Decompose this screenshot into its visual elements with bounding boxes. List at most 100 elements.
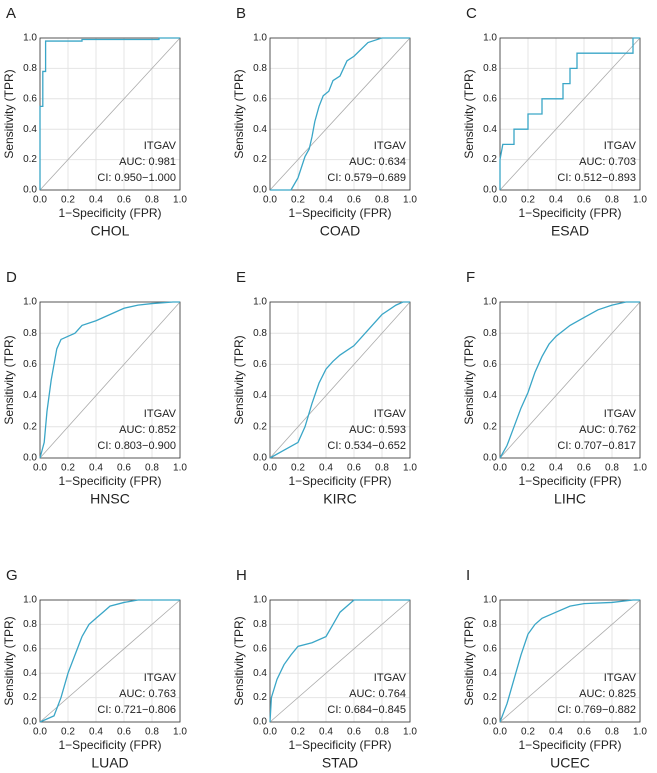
reference-diagonal: [39, 37, 181, 191]
x-tick-label: 0.2: [291, 463, 305, 474]
x-tick-label: 0.0: [493, 195, 507, 206]
roc-curve: [270, 37, 410, 191]
y-tick-label: 1.0: [23, 595, 37, 606]
panel-label: D: [6, 269, 17, 286]
y-tick-label: 0.0: [253, 717, 267, 728]
annotation: CI: 0.534−0.652: [327, 440, 406, 452]
y-tick-label: 0.0: [23, 185, 37, 196]
x-tick-label: 0.2: [291, 727, 305, 738]
y-tick-label: 0.2: [253, 692, 267, 703]
panel-label: F: [466, 269, 475, 286]
x-tick-label: 0.8: [605, 463, 619, 474]
y-tick-label: 0.8: [483, 63, 497, 74]
x-tick-label: 0.0: [263, 727, 277, 738]
y-tick-label: 0.2: [483, 692, 497, 703]
y-tick-label: 0.8: [253, 328, 267, 339]
y-tick-label: 0.0: [253, 453, 267, 464]
plot-frame: [39, 301, 181, 459]
roc-curve: [39, 599, 180, 723]
y-tick-label: 0.2: [23, 692, 37, 703]
reference-diagonal: [499, 37, 641, 191]
roc-curve: [39, 301, 180, 459]
x-tick-label: 0.4: [319, 195, 333, 206]
y-tick-label: 0.0: [23, 717, 37, 728]
x-tick-label: 1.0: [173, 727, 187, 738]
plot-frame: [39, 599, 181, 723]
x-tick-label: 0.0: [33, 727, 47, 738]
x-tick-label: 0.0: [263, 195, 277, 206]
y-tick-label: 0.6: [253, 359, 267, 370]
y-tick-label: 0.6: [23, 643, 37, 654]
panel-label: H: [236, 567, 247, 584]
x-tick-label: 0.8: [145, 463, 159, 474]
y-tick-label: 0.6: [483, 93, 497, 104]
y-tick-label: 0.4: [253, 390, 267, 401]
y-tick-label: 0.8: [253, 63, 267, 74]
y-tick-label: 0.6: [23, 93, 37, 104]
x-tick-label: 0.8: [375, 195, 389, 206]
y-tick-label: 0.2: [23, 154, 37, 165]
x-tick-label: 0.4: [549, 727, 563, 738]
x-tick-label: 0.8: [145, 195, 159, 206]
y-tick-label: 0.4: [23, 390, 37, 401]
x-tick-label: 0.2: [521, 727, 535, 738]
y-axis-label: Sensitivity (TPR): [462, 616, 476, 705]
annotation: AUC: 0.703: [579, 156, 636, 168]
annotation: CI: 0.684−0.845: [327, 704, 406, 716]
annotation: ITGAV: [374, 140, 407, 152]
annotation: CI: 0.721−0.806: [97, 704, 176, 716]
annotation: ITGAV: [604, 672, 637, 684]
x-tick-label: 0.0: [33, 195, 47, 206]
x-tick-label: 1.0: [633, 195, 647, 206]
annotation: ITGAV: [144, 672, 177, 684]
panel: I 0.0 0.2 0.4 0.6 0.8 1.0 0.0 0.2 0.4 0.6 0.8 1.0 ITG…: [462, 567, 647, 771]
x-axis-label: 1−Specificity (FPR): [518, 206, 621, 220]
plot-frame: [499, 37, 641, 191]
annotation: CI: 0.579−0.689: [327, 172, 406, 184]
x-axis-label: 1−Specificity (FPR): [288, 738, 391, 752]
x-tick-label: 0.0: [33, 463, 47, 474]
y-tick-label: 0.6: [23, 359, 37, 370]
y-tick-label: 0.4: [483, 668, 497, 679]
chart-title: LIHC: [554, 491, 586, 507]
x-tick-label: 0.4: [89, 195, 103, 206]
reference-diagonal: [269, 599, 411, 723]
chart-title: HNSC: [90, 491, 130, 507]
annotation: AUC: 0.764: [349, 688, 406, 700]
panel: C 0.0 0.2 0.4 0.6 0.8 1.0 0.0 0.2 0.4 0.6 0.8 1.0 ITG…: [462, 5, 647, 239]
x-tick-label: 0.8: [605, 195, 619, 206]
x-tick-label: 0.0: [493, 727, 507, 738]
plot-frame: [269, 301, 411, 459]
x-tick-label: 0.8: [375, 727, 389, 738]
annotation: ITGAV: [144, 140, 177, 152]
y-tick-label: 0.8: [483, 619, 497, 630]
x-tick-label: 0.6: [347, 463, 361, 474]
x-tick-label: 0.4: [319, 727, 333, 738]
y-tick-label: 0.8: [23, 63, 37, 74]
y-tick-label: 0.2: [253, 154, 267, 165]
y-tick-label: 0.2: [253, 421, 267, 432]
annotation: ITGAV: [604, 408, 637, 420]
annotation: ITGAV: [374, 408, 407, 420]
y-tick-label: 0.8: [253, 619, 267, 630]
x-tick-label: 0.2: [291, 195, 305, 206]
x-tick-label: 0.4: [549, 463, 563, 474]
y-tick-label: 0.6: [483, 643, 497, 654]
x-axis-label: 1−Specificity (FPR): [518, 474, 621, 488]
y-tick-label: 0.4: [23, 124, 37, 135]
x-tick-label: 0.2: [61, 463, 75, 474]
y-tick-label: 0.0: [253, 185, 267, 196]
x-tick-label: 0.4: [549, 195, 563, 206]
plot-frame: [269, 37, 411, 191]
y-tick-label: 1.0: [483, 297, 497, 308]
panel-label: C: [466, 5, 477, 22]
annotation: CI: 0.512−0.893: [557, 172, 636, 184]
roc-curve: [499, 599, 640, 723]
y-tick-label: 0.4: [253, 668, 267, 679]
x-tick-label: 0.0: [263, 463, 277, 474]
y-tick-label: 0.0: [23, 453, 37, 464]
x-tick-label: 0.6: [347, 195, 361, 206]
annotation: AUC: 0.825: [579, 688, 636, 700]
x-tick-label: 1.0: [403, 463, 417, 474]
panel-label: I: [466, 567, 470, 584]
